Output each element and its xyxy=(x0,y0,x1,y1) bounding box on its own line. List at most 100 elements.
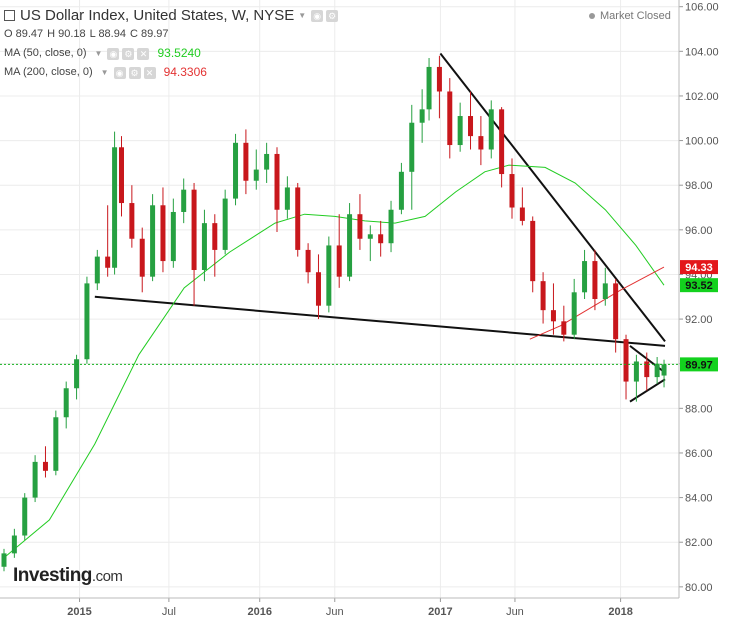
y-tick-label: 98.00 xyxy=(685,180,713,192)
trendline-support xyxy=(94,295,666,347)
price-badge-label: 94.33 xyxy=(685,262,713,274)
price-badge-label: 89.97 xyxy=(685,359,713,371)
y-tick-label: 106.00 xyxy=(685,2,719,14)
candle-body xyxy=(378,234,384,244)
status-dot-icon xyxy=(589,13,595,20)
trendline-pennant-lower xyxy=(629,378,666,403)
candle-body xyxy=(295,187,301,250)
x-tick-label: 2016 xyxy=(247,606,271,618)
candle-body xyxy=(150,205,156,277)
candle-body xyxy=(74,359,80,389)
candle-body xyxy=(468,116,474,137)
y-tick-label: 104.00 xyxy=(685,46,719,58)
candle-body xyxy=(139,238,145,277)
candle-body xyxy=(243,142,249,181)
candle-body xyxy=(284,187,290,210)
candle-body xyxy=(550,310,556,322)
y-tick-label: 92.00 xyxy=(685,314,713,326)
trendline-resistance xyxy=(439,52,666,343)
chart-title: US Dollar Index, United States, W, NYSE xyxy=(20,7,295,24)
eye-icon[interactable]: ◉ xyxy=(107,47,120,60)
candle-body xyxy=(602,283,608,299)
candle-body xyxy=(53,417,59,471)
price-badges: 94.33 93.52 89.97 xyxy=(680,260,718,372)
candle-body xyxy=(623,339,629,382)
price-badge xyxy=(680,278,718,293)
candle-body xyxy=(388,209,394,244)
candle-body xyxy=(264,153,270,170)
ohlc-high: H 90.18 xyxy=(47,28,86,40)
market-status: Market Closed xyxy=(589,10,671,22)
candle-body xyxy=(336,245,342,277)
candle-body xyxy=(1,553,7,567)
candle-body xyxy=(509,174,515,208)
candle-body xyxy=(32,461,38,498)
candle-body xyxy=(212,223,218,250)
candle-body xyxy=(661,364,667,376)
eye-icon[interactable]: ◉ xyxy=(113,66,126,79)
price-badge xyxy=(680,357,718,372)
candle-body xyxy=(478,136,484,150)
eye-icon[interactable]: ◉ xyxy=(311,9,324,22)
candle-body xyxy=(592,261,598,299)
ma50-value: 93.5240 xyxy=(157,46,201,60)
collapse-square-icon[interactable] xyxy=(4,10,15,21)
ma50-row: MA (50, close, 0) ▼ ◉ ⚙ ✕ 93.5240 xyxy=(4,44,338,63)
y-tick-label: 102.00 xyxy=(685,91,719,103)
candle-body xyxy=(63,388,69,418)
ohlc-open: O 89.47 xyxy=(4,28,44,40)
candle-body xyxy=(22,497,28,536)
settings-icon[interactable]: ⚙ xyxy=(326,9,339,22)
candle-body xyxy=(84,283,90,360)
ma50-label: MA (50, close, 0) xyxy=(4,47,87,59)
candle-body xyxy=(571,292,577,335)
candle-body xyxy=(633,361,639,382)
y-tick-label: 82.00 xyxy=(685,537,713,549)
ma200-value: 94.3306 xyxy=(163,65,207,79)
y-tick-label: 80.00 xyxy=(685,582,713,594)
candle-body xyxy=(347,214,353,277)
ma200-line xyxy=(529,266,665,340)
candle-body xyxy=(530,220,536,282)
y-tick-label: 96.00 xyxy=(685,225,713,237)
ohlc-low: L 88.94 xyxy=(89,28,126,40)
x-tick-label: Jul xyxy=(162,606,176,618)
ma50-line xyxy=(3,164,665,559)
x-tick-label: Jun xyxy=(326,606,344,618)
candle-body xyxy=(457,116,463,146)
candle-body xyxy=(274,153,280,210)
chevron-down-icon[interactable]: ▼ xyxy=(100,68,109,77)
brand-suffix: .com xyxy=(91,568,123,585)
y-tick-label: 84.00 xyxy=(685,493,713,505)
candle-body xyxy=(305,249,311,273)
settings-icon[interactable]: ⚙ xyxy=(128,66,141,79)
market-status-text: Market Closed xyxy=(600,10,671,22)
candle-body xyxy=(561,321,567,335)
candle-body xyxy=(582,261,588,293)
brand-logo: Investing.com xyxy=(13,565,123,587)
candle-body xyxy=(105,256,111,268)
candle-body xyxy=(129,203,135,239)
x-tick-label: Jun xyxy=(506,606,524,618)
ohlc-row: O 89.47 H 90.18 L 88.94 C 89.97 xyxy=(4,25,338,44)
trendlines xyxy=(94,52,666,403)
candle-body xyxy=(42,461,48,471)
candle-body xyxy=(118,147,124,204)
close-icon[interactable]: ✕ xyxy=(137,47,150,60)
settings-icon[interactable]: ⚙ xyxy=(122,47,135,60)
chevron-down-icon[interactable]: ▼ xyxy=(94,49,103,58)
candle-body xyxy=(654,363,660,378)
candle-body xyxy=(519,207,525,221)
candle-body xyxy=(488,109,494,150)
chevron-down-icon[interactable]: ▼ xyxy=(298,11,307,20)
candle-body xyxy=(419,109,425,123)
candle-body xyxy=(540,281,546,311)
y-tick-label: 86.00 xyxy=(685,448,713,460)
y-tick-label: 88.00 xyxy=(685,403,713,415)
candle-body xyxy=(447,91,453,146)
candle-body xyxy=(357,214,363,239)
candle-body xyxy=(170,211,176,262)
candle-body xyxy=(201,223,207,270)
close-icon[interactable]: ✕ xyxy=(143,66,156,79)
